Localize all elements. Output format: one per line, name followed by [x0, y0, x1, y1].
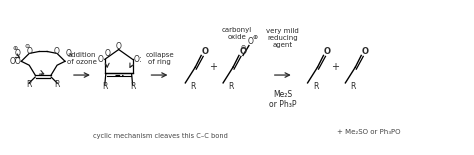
Text: R: R [55, 80, 60, 89]
Text: O: O [105, 49, 111, 58]
Text: +: + [209, 62, 217, 72]
Text: R: R [191, 82, 196, 91]
Text: O: O [116, 42, 122, 51]
Text: R: R [313, 82, 318, 91]
Text: O: O [324, 47, 331, 56]
Text: R: R [27, 80, 32, 89]
Text: O: O [134, 55, 139, 64]
Text: O: O [248, 37, 254, 46]
Text: O: O [26, 47, 32, 56]
Text: collapse
of ring: collapse of ring [145, 52, 174, 65]
Text: O: O [239, 47, 246, 56]
Text: R: R [228, 82, 234, 91]
Text: :: : [139, 55, 142, 64]
Text: O: O [54, 47, 60, 56]
Text: very mild
reducing
agent: very mild reducing agent [266, 28, 299, 48]
Text: ⊖: ⊖ [240, 45, 246, 50]
Text: O: O [98, 55, 104, 64]
Text: O: O [14, 49, 20, 58]
Text: R: R [351, 82, 356, 91]
Text: +: + [331, 62, 339, 72]
Text: O: O [362, 47, 369, 56]
Text: O: O [66, 49, 72, 58]
Text: ⊕: ⊕ [13, 46, 18, 51]
Text: + Me₂SO or Ph₃PO: + Me₂SO or Ph₃PO [337, 129, 401, 135]
Text: OO: OO [9, 57, 21, 66]
Text: Me₂S
or Ph₃P: Me₂S or Ph₃P [269, 90, 296, 109]
Text: ⊖: ⊖ [25, 44, 30, 49]
Text: R: R [102, 82, 108, 91]
Text: addition
of ozone: addition of ozone [67, 52, 97, 65]
Text: carbonyl
oxide: carbonyl oxide [222, 27, 252, 40]
Text: R: R [130, 82, 135, 91]
Text: ⊕: ⊕ [252, 35, 257, 40]
Text: O: O [202, 47, 209, 56]
Text: cyclic mechanism cleaves this C–C bond: cyclic mechanism cleaves this C–C bond [93, 133, 228, 139]
